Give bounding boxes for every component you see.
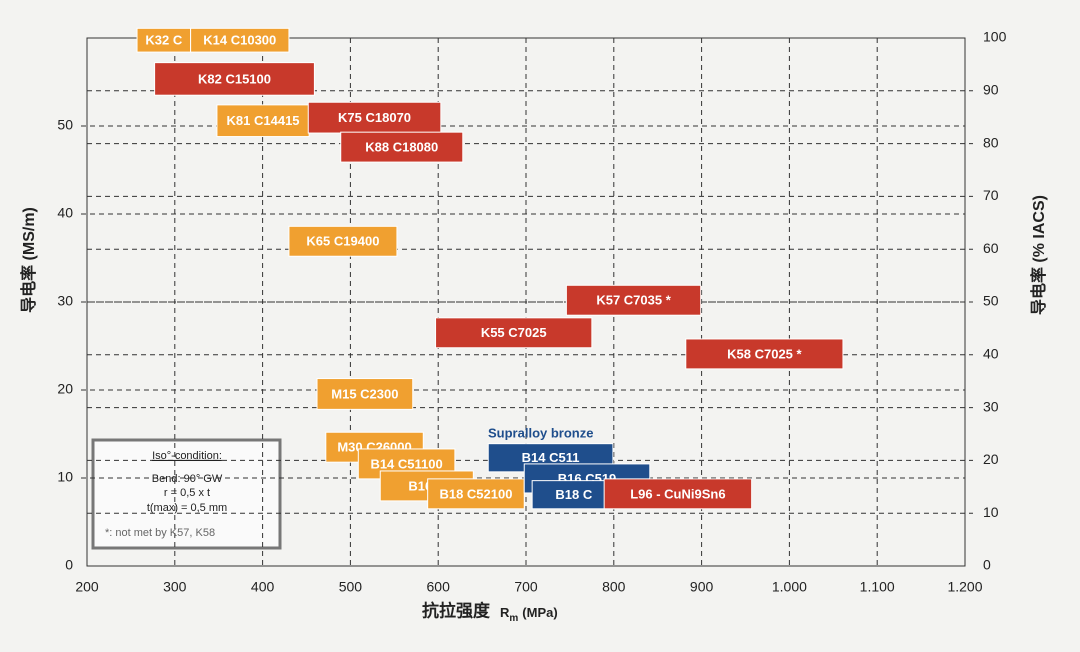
x-tick-label: 1.000 — [772, 579, 807, 595]
range-box — [685, 338, 844, 370]
x-tick-label: 300 — [163, 579, 187, 595]
range-box — [154, 62, 315, 96]
y-tick-label: 10 — [57, 469, 73, 485]
y-tick-label: 0 — [65, 557, 73, 573]
note-line: r = 0,5 x t — [164, 487, 210, 499]
box-label: K75 C18070 — [338, 110, 411, 125]
x-tick-label: 200 — [75, 579, 99, 595]
note-line: Iso°-condition: — [152, 450, 222, 462]
note-line: t(max) = 0,5 mm — [147, 502, 227, 514]
y2-tick-label: 90 — [983, 82, 999, 98]
note-line: Bend: 90° GW — [152, 473, 223, 485]
box-label: K88 C18080 — [365, 140, 438, 155]
range-box — [190, 27, 290, 53]
x-tick-label: 500 — [339, 579, 363, 595]
box-label: K32 C — [145, 33, 182, 48]
range-box — [316, 378, 414, 410]
box-label: K55 C7025 — [481, 325, 547, 340]
range-box — [216, 104, 310, 138]
y2-axis-label: 导电率 (% IACS) — [1029, 195, 1048, 315]
x-tick-label: 900 — [690, 579, 714, 595]
y2-tick-label: 10 — [983, 504, 999, 520]
box-label: K81 C14415 — [227, 113, 300, 128]
y-axis-label: 导电率 (MS/m) — [19, 207, 38, 313]
range-box — [435, 317, 593, 349]
box-label: L96 - CuNi9Sn6 — [630, 486, 725, 501]
range-box — [603, 478, 753, 510]
box-label: B18 C — [555, 487, 592, 502]
y2-tick-label: 40 — [983, 346, 999, 362]
box-label: B14 C511 — [522, 450, 580, 465]
y2-tick-label: 80 — [983, 134, 999, 150]
range-box — [531, 480, 617, 510]
x-tick-label: 400 — [251, 579, 275, 595]
x-tick-label: 700 — [514, 579, 538, 595]
range-box — [288, 225, 398, 257]
range-box — [565, 284, 702, 316]
y2-tick-label: 100 — [983, 29, 1007, 45]
y2-tick-label: 70 — [983, 187, 999, 203]
y-tick-label: 30 — [57, 293, 73, 309]
box-label: K58 C7025 * — [727, 346, 802, 361]
x-unit-symbol: R — [500, 605, 510, 620]
range-box — [340, 131, 464, 163]
group-label: Supralloy bronze — [488, 425, 593, 440]
box-label: K65 C19400 — [306, 234, 379, 249]
box-label: M15 C2300 — [331, 386, 398, 401]
box-label: B14 C51100 — [370, 456, 442, 471]
y2-tick-label: 50 — [983, 293, 999, 309]
x-unit-text: (MPa) — [522, 605, 557, 620]
range-box — [307, 101, 442, 134]
x-unit-sub: m — [509, 613, 518, 624]
y-tick-label: 40 — [57, 205, 73, 221]
x-tick-label: 1.200 — [947, 579, 982, 595]
x-tick-label: 800 — [602, 579, 626, 595]
x-axis-unit: Rm (MPa) — [500, 605, 558, 623]
box-label: K57 C7035 * — [596, 293, 671, 308]
x-tick-label: 1.100 — [860, 579, 895, 595]
box-label: B18 C52100 — [439, 486, 512, 501]
y2-tick-label: 0 — [983, 557, 991, 573]
box-label: K82 C15100 — [198, 71, 271, 86]
box-label: K14 C10300 — [203, 33, 276, 48]
note-box — [91, 438, 282, 550]
range-box — [427, 478, 525, 510]
x-tick-label: 600 — [427, 579, 451, 595]
note-line: *: not met by K57, K58 — [105, 527, 215, 539]
y-tick-label: 20 — [57, 381, 73, 397]
y2-tick-label: 60 — [983, 240, 999, 256]
y2-tick-label: 20 — [983, 451, 999, 467]
x-axis-label: 抗拉强度 — [422, 600, 491, 620]
y2-tick-label: 30 — [983, 398, 999, 414]
y-tick-label: 50 — [57, 117, 73, 133]
